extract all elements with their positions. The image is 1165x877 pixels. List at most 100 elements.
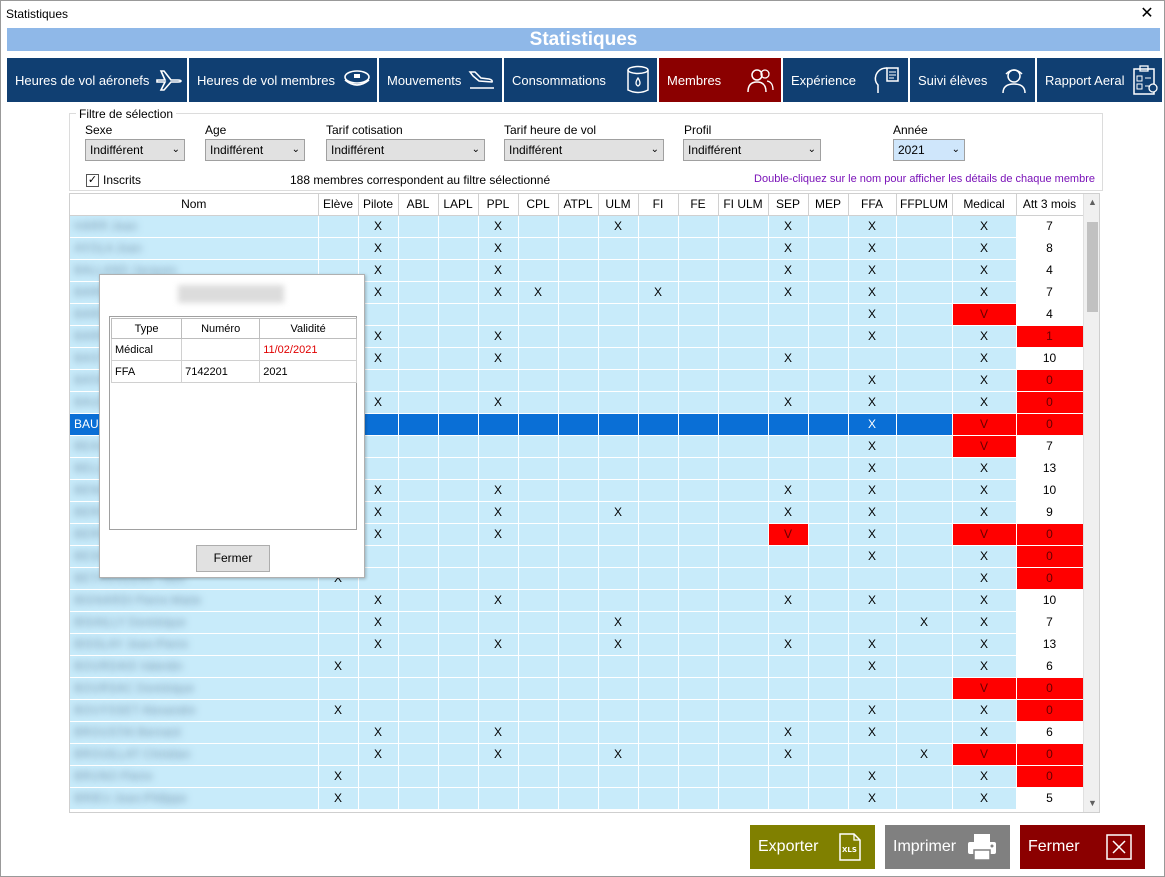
table-cell (678, 413, 719, 436)
table-row[interactable]: BOUYSSET Alexandre X X X 0 (70, 699, 1084, 722)
column-header[interactable]: FFPLUM (896, 194, 953, 216)
member-name-cell[interactable]: BIGNARDI Pierre-Marie (70, 589, 319, 612)
tab-experience[interactable]: Expérience (783, 58, 908, 102)
column-header[interactable]: Medical (952, 194, 1017, 216)
table-cell (438, 347, 479, 370)
table-cell (718, 215, 769, 238)
tab-aeral-report[interactable]: Rapport Aeral (1037, 58, 1162, 102)
member-name-cell[interactable]: BROUSTAI Bernard (70, 721, 319, 744)
tarif-cotisation-select[interactable]: Indifférent ⌄ (326, 139, 485, 161)
table-cell (808, 237, 849, 260)
window-close-button[interactable]: ✕ (1140, 5, 1154, 22)
table-cell (718, 325, 769, 348)
print-button[interactable]: Imprimer (885, 825, 1010, 869)
column-header[interactable]: CPL (518, 194, 559, 216)
table-cell (896, 347, 953, 370)
table-cell: X (478, 633, 519, 656)
members-grid[interactable]: Nom Elève Pilote ABL LAPL PPL CPL ATPL ULM FI FE FI… (69, 193, 1100, 813)
annee-select[interactable]: 2021 ⌄ (893, 139, 965, 161)
doc-numero (181, 338, 261, 361)
scroll-up-icon[interactable]: ▲ (1088, 197, 1097, 207)
table-row[interactable]: BOURDAIS Valentin X X X 6 (70, 655, 1084, 678)
table-cell (518, 457, 559, 480)
table-row[interactable]: BRUNO Pierre X X X 0 (70, 765, 1084, 788)
column-header[interactable]: FI ULM (718, 194, 769, 216)
column-header[interactable]: ATPL (558, 194, 599, 216)
table-row[interactable]: BROUSTAI Bernard X X X X X 6 (70, 721, 1084, 744)
table-cell: 10 (1016, 347, 1084, 370)
member-name-cell[interactable]: BISAILLY Dominique (70, 611, 319, 634)
table-cell (558, 567, 599, 590)
tab-member-hours[interactable]: Heures de vol membres (189, 58, 377, 102)
table-row[interactable]: BETHOULEAU Yann X X 0 (70, 567, 1084, 590)
table-row[interactable]: BISAILLY Dominique X X X X 7 (70, 611, 1084, 634)
profil-select[interactable]: Indifférent ⌄ (683, 139, 821, 161)
column-header[interactable]: Nom (70, 194, 319, 216)
column-header[interactable]: ULM (598, 194, 639, 216)
member-name-cell[interactable]: BROUILLAT Christian (70, 743, 319, 766)
column-header[interactable]: ABL (398, 194, 439, 216)
table-cell (718, 633, 769, 656)
table-cell (398, 215, 439, 238)
table-cell (808, 303, 849, 326)
table-row[interactable]: BROUILLAT Christian X X X X X V 0 (70, 743, 1084, 766)
scroll-thumb[interactable] (1087, 222, 1098, 312)
table-cell (438, 391, 479, 414)
column-header[interactable]: SEP (768, 194, 809, 216)
table-row[interactable]: HARR Jean X X X X X X 7 (70, 215, 1084, 238)
popup-close-button[interactable]: Fermer (196, 545, 270, 572)
table-cell: 0 (1016, 699, 1084, 722)
tab-members[interactable]: Membres (659, 58, 781, 102)
close-button[interactable]: Fermer (1020, 825, 1145, 869)
table-cell (358, 369, 399, 392)
table-row[interactable]: BRIEU Jean-Philippe X X X 5 (70, 787, 1084, 810)
table-cell: 7 (1016, 215, 1084, 238)
report-icon (1125, 64, 1159, 96)
table-cell (598, 369, 639, 392)
tab-student-tracking[interactable]: Suivi élèves (910, 58, 1035, 102)
tab-movements[interactable]: Mouvements (379, 58, 502, 102)
column-header[interactable]: FFA (848, 194, 897, 216)
tab-aircraft-hours[interactable]: Heures de vol aéronefs (7, 58, 187, 102)
scroll-down-icon[interactable]: ▼ (1088, 798, 1097, 808)
member-name-cell[interactable]: AYOLA Joan (70, 237, 319, 260)
table-row[interactable]: BOURSAC Dominique V 0 (70, 677, 1084, 700)
sexe-select[interactable]: Indifférent ⌄ (85, 139, 185, 161)
column-header[interactable]: PPL (478, 194, 519, 216)
table-cell: X (848, 479, 897, 502)
member-name-cell[interactable]: BOURSAC Dominique (70, 677, 319, 700)
column-header[interactable]: FE (678, 194, 719, 216)
inscrits-checkbox[interactable]: ✓ Inscrits (86, 173, 141, 187)
table-row[interactable]: BIGNARDI Pierre-Marie X X X X X 10 (70, 589, 1084, 612)
column-header[interactable]: Elève (318, 194, 359, 216)
table-row[interactable]: BISSLAY Jean-Pierre X X X X X X 13 (70, 633, 1084, 656)
tab-consumption[interactable]: Consommations (504, 58, 657, 102)
member-name-cell[interactable]: HARR Jean (70, 215, 319, 238)
vertical-scrollbar[interactable]: ▲ ▼ (1083, 194, 1099, 812)
column-header[interactable]: Pilote (358, 194, 399, 216)
table-cell (518, 721, 559, 744)
table-cell (318, 611, 359, 634)
table-cell: X (952, 545, 1017, 568)
table-row[interactable]: AYOLA Joan X X X X X 8 (70, 237, 1084, 260)
member-name-cell[interactable]: BOURDAIS Valentin (70, 655, 319, 678)
member-name-cell[interactable]: BRIEU Jean-Philippe (70, 787, 319, 810)
age-select[interactable]: Indifférent ⌄ (205, 139, 305, 161)
table-cell: X (848, 369, 897, 392)
table-cell (896, 567, 953, 590)
column-header[interactable]: FI (638, 194, 679, 216)
table-cell (808, 545, 849, 568)
doc-numero: 7142201 (181, 360, 261, 383)
table-cell (896, 765, 953, 788)
column-header[interactable]: LAPL (438, 194, 479, 216)
table-cell (478, 765, 519, 788)
table-cell (808, 567, 849, 590)
column-header[interactable]: Att 3 mois (1016, 194, 1084, 216)
member-name-cell[interactable]: BISSLAY Jean-Pierre (70, 633, 319, 656)
member-name-cell[interactable]: BRUNO Pierre (70, 765, 319, 788)
tarif-heure-select[interactable]: Indifférent ⌄ (504, 139, 664, 161)
column-header[interactable]: MEP (808, 194, 849, 216)
member-name-cell[interactable]: BOUYSSET Alexandre (70, 699, 319, 722)
export-button[interactable]: Exporter XLS (750, 825, 875, 869)
